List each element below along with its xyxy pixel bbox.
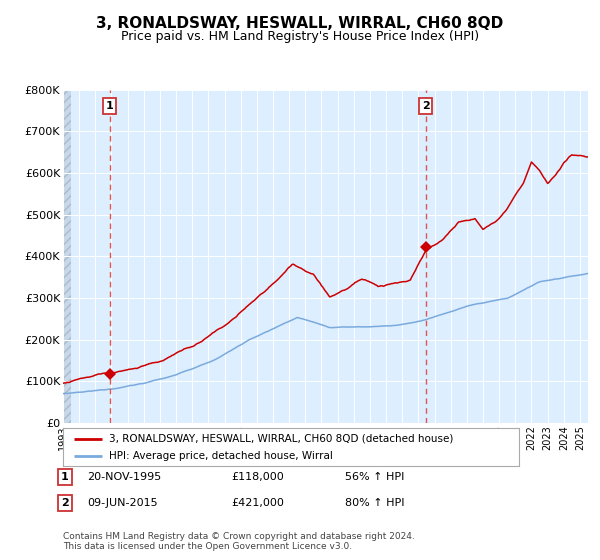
Text: £118,000: £118,000	[231, 472, 284, 482]
Text: 3, RONALDSWAY, HESWALL, WIRRAL, CH60 8QD: 3, RONALDSWAY, HESWALL, WIRRAL, CH60 8QD	[97, 16, 503, 31]
Text: Contains HM Land Registry data © Crown copyright and database right 2024.
This d: Contains HM Land Registry data © Crown c…	[63, 532, 415, 551]
Text: HPI: Average price, detached house, Wirral: HPI: Average price, detached house, Wirr…	[109, 451, 332, 461]
Text: 2: 2	[422, 101, 430, 111]
Text: 56% ↑ HPI: 56% ↑ HPI	[345, 472, 404, 482]
Text: 1: 1	[106, 101, 114, 111]
Text: 20-NOV-1995: 20-NOV-1995	[87, 472, 161, 482]
Text: £421,000: £421,000	[231, 498, 284, 508]
Text: 2: 2	[61, 498, 68, 508]
Text: 09-JUN-2015: 09-JUN-2015	[87, 498, 158, 508]
Bar	[63, 90, 71, 423]
Text: Price paid vs. HM Land Registry's House Price Index (HPI): Price paid vs. HM Land Registry's House …	[121, 30, 479, 43]
Text: 1: 1	[61, 472, 68, 482]
Text: 80% ↑ HPI: 80% ↑ HPI	[345, 498, 404, 508]
Text: 3, RONALDSWAY, HESWALL, WIRRAL, CH60 8QD (detached house): 3, RONALDSWAY, HESWALL, WIRRAL, CH60 8QD…	[109, 433, 453, 444]
